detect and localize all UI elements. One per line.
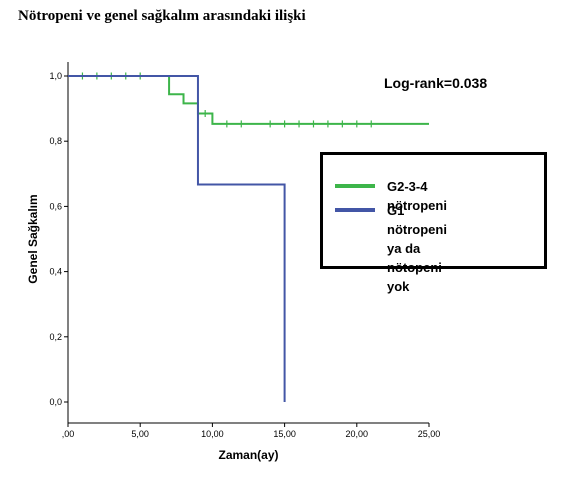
legend: G2-3-4 nötropeni G1 nötropeni ya da nöto…: [320, 152, 547, 294]
x-tick-label: 20,00: [346, 429, 369, 439]
chart-title: Nötropeni ve genel sağkalım arasındaki i…: [18, 8, 306, 24]
series-line-1: [68, 75, 286, 402]
y-tick-label: 1,0: [49, 71, 62, 81]
x-tick-label: 15,00: [273, 429, 296, 439]
legend-label-g1: G1 nötropeni ya da nötopeni yok: [387, 201, 447, 296]
legend-swatch-green: [335, 184, 375, 188]
y-tick-label: 0,6: [49, 201, 62, 211]
y-tick-label: 0,4: [49, 267, 62, 277]
x-axis-title: Zaman(ay): [218, 448, 278, 462]
legend-label-g1-line1: G1 nötropeni ya da: [387, 203, 447, 256]
legend-label-g234: G2-3-4 nötropeni: [387, 179, 447, 213]
x-tick-label: 5,00: [131, 429, 149, 439]
log-rank-annotation: Log-rank=0.038: [384, 75, 488, 91]
y-tick-label: 0,8: [49, 136, 62, 146]
x-tick-label: 25,00: [418, 429, 441, 439]
legend-swatch-blue: [335, 208, 375, 212]
y-tick-label: 0,2: [49, 332, 62, 342]
series-line-0: [68, 75, 429, 125]
y-tick-label: 0,0: [49, 397, 62, 407]
legend-label-g1-line2: nötopeni yok: [387, 260, 442, 294]
y-axis-title: Genel Sağkalım: [26, 194, 40, 283]
x-tick-label: ,00: [62, 429, 75, 439]
x-tick-label: 10,00: [201, 429, 224, 439]
